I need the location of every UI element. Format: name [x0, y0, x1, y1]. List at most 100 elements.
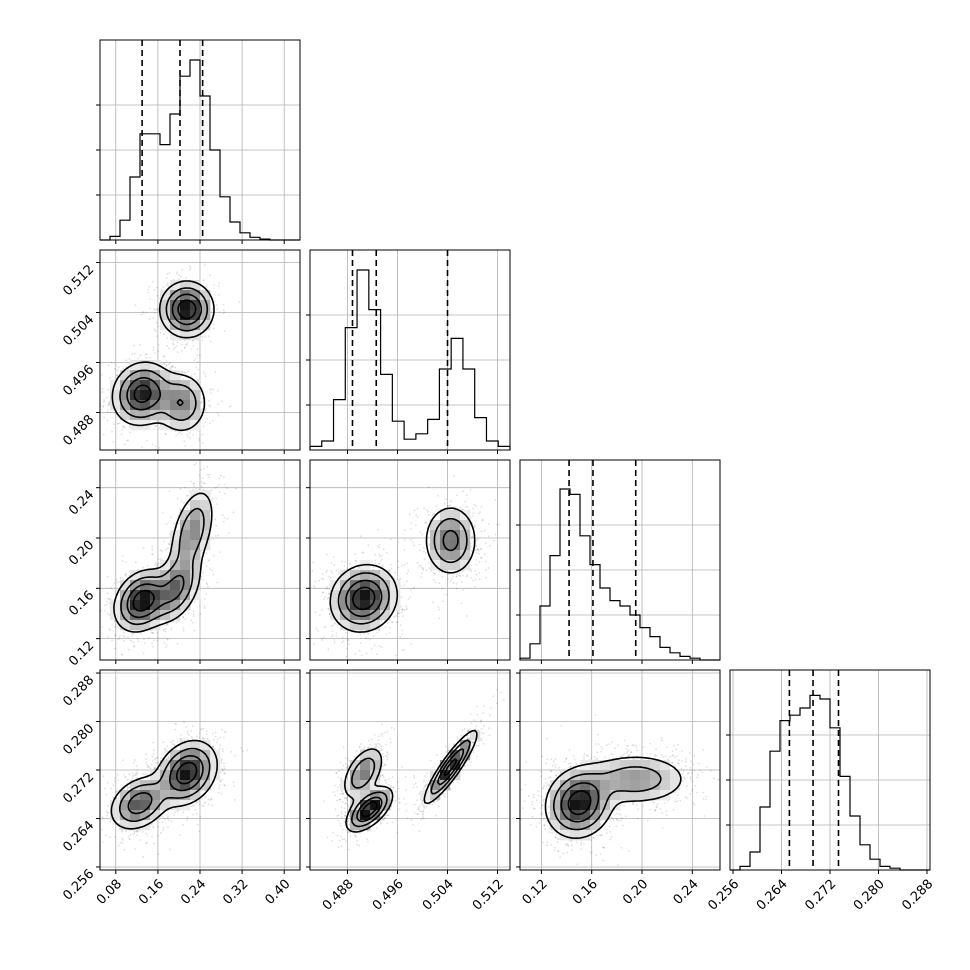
scatter-point — [224, 731, 227, 734]
scatter-point — [112, 823, 115, 825]
scatter-point — [155, 321, 158, 324]
scatter-point — [195, 812, 198, 815]
scatter-point — [109, 836, 111, 838]
scatter-point — [196, 801, 198, 803]
scatter-point — [325, 571, 328, 574]
density-cell — [140, 410, 151, 421]
scatter-point — [151, 759, 154, 762]
scatter-point — [142, 652, 145, 655]
scatter-point — [166, 813, 169, 816]
histogram-panel — [516, 459, 721, 664]
scatter-point — [153, 308, 155, 310]
scatter-point — [154, 425, 157, 428]
scatter-point — [166, 750, 169, 753]
scatter-point — [188, 490, 191, 493]
density-cell — [180, 550, 191, 561]
scatter-point — [215, 525, 218, 527]
scatter-point — [181, 350, 183, 352]
scatter-point — [195, 487, 197, 490]
scatter-point — [166, 758, 169, 760]
scatter-point — [163, 355, 166, 358]
scatter-point — [193, 373, 196, 375]
scatter-point — [167, 284, 170, 286]
scatter-point — [216, 581, 219, 584]
scatter-point — [180, 370, 183, 373]
scatter-point — [218, 294, 221, 296]
density-cell — [190, 390, 201, 401]
scatter-point — [147, 765, 150, 768]
scatter-point — [190, 348, 193, 351]
density-cell — [180, 760, 191, 771]
scatter-point — [128, 358, 131, 361]
scatter-point — [176, 810, 179, 813]
scatter-point — [174, 430, 177, 432]
scatter-point — [333, 641, 336, 644]
scatter-point — [371, 560, 374, 563]
contour-line — [126, 574, 185, 619]
scatter-point — [110, 361, 113, 364]
scatter-point — [114, 835, 117, 838]
density-cell — [170, 310, 181, 321]
density-cell — [140, 790, 151, 801]
scatter-point — [159, 557, 162, 560]
scatter-point — [317, 629, 320, 632]
scatter-point — [206, 473, 209, 476]
scatter-point — [105, 834, 107, 837]
contour-line — [113, 492, 213, 633]
scatter-point — [196, 801, 198, 804]
scatter-point — [172, 342, 174, 345]
scatter-point — [187, 503, 190, 506]
scatter-point — [155, 286, 158, 289]
density-cell — [160, 300, 171, 311]
scatter-point — [397, 615, 400, 618]
scatter-point — [192, 725, 194, 728]
scatter-point — [212, 323, 215, 326]
scatter-point — [153, 768, 156, 770]
scatter-point — [401, 633, 404, 635]
histogram-panel — [726, 669, 931, 874]
scatter-point — [219, 551, 222, 553]
density-cell — [150, 410, 161, 421]
scatter-point — [162, 333, 165, 336]
density-cell — [190, 560, 201, 571]
scatter-point — [323, 626, 325, 628]
scatter-point — [129, 639, 131, 642]
scatter-point — [145, 353, 148, 355]
scatter-point — [114, 625, 117, 628]
density-cell — [140, 810, 151, 821]
scatter-point — [210, 499, 213, 501]
scatter-point — [204, 482, 206, 485]
scatter-point — [136, 834, 138, 836]
scatter-point — [122, 577, 124, 580]
scatter-point — [230, 405, 232, 407]
scatter-point — [128, 570, 131, 573]
contour-line — [111, 280, 215, 432]
scatter-point — [109, 629, 112, 631]
scatter-point — [216, 412, 219, 415]
scatter-point — [154, 311, 156, 314]
density-cell — [140, 600, 151, 611]
scatter-point — [200, 790, 203, 792]
scatter-point — [178, 431, 181, 434]
scatter-point — [388, 632, 391, 634]
scatter-point — [378, 563, 381, 565]
density-cell — [190, 330, 201, 341]
scatter-point — [145, 758, 148, 761]
scatter-point — [240, 747, 243, 749]
scatter-point — [109, 411, 112, 414]
scatter-point — [127, 835, 130, 838]
scatter-point — [198, 803, 201, 805]
scatter-point — [221, 400, 223, 403]
scatter-point — [208, 559, 211, 561]
density-cell — [120, 400, 131, 411]
scatter-point — [224, 772, 227, 775]
scatter-point — [378, 543, 381, 546]
scatter-point — [190, 375, 193, 377]
scatter-point — [120, 653, 123, 656]
density-cell — [200, 760, 211, 771]
scatter-point — [145, 832, 148, 835]
scatter-point — [365, 637, 368, 640]
scatter-point — [212, 298, 215, 301]
scatter-point — [218, 477, 221, 480]
scatter-point — [192, 345, 195, 347]
